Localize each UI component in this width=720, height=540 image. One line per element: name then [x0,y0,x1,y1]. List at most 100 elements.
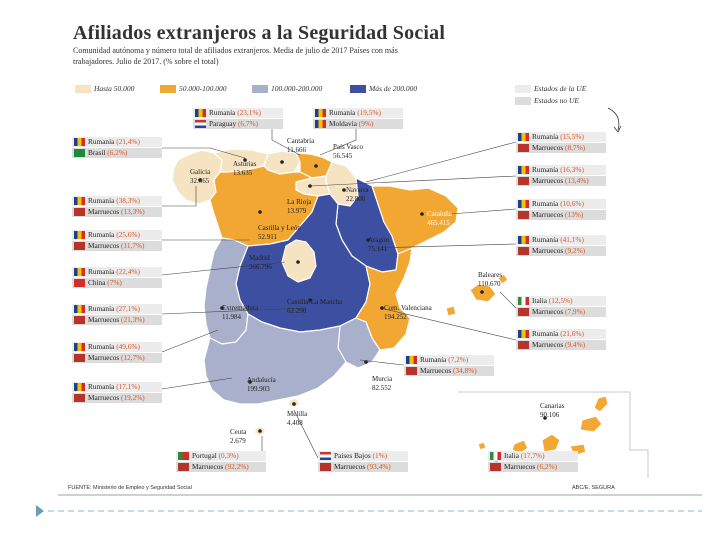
flag-icon [518,341,529,349]
box-canarias: Italia (17,7%) Marruecos (6,2%) [488,451,578,473]
flag-icon [74,197,85,205]
flag-icon [518,236,529,244]
box-row: Marruecos (19,2%) [72,393,162,403]
flag-icon [518,144,529,152]
box-row: Rumanía (38,3%) [72,196,162,206]
box-row: Moldavia (9%) [313,119,403,129]
box-pais-vasco: Rumanía (19,5%) Moldavia (9%) [313,108,403,130]
box-row: Rumanía (19,5%) [313,108,403,118]
flag-icon [320,463,331,471]
box-row: Marruecos (34,8%) [404,366,494,376]
flag-icon [490,452,501,460]
box-row: Rumanía (16,3%) [516,165,606,175]
label-canarias: Canarias 90.106 [540,402,565,419]
label-asturias: Asturias 13.635 [233,160,257,177]
flag-icon [518,297,529,305]
flag-icon [74,316,85,324]
box-row: Rumanía (41,1%) [516,235,606,245]
box-row: Rumanía (21,4%) [72,137,162,147]
box-row: Rumanía (22,4%) [72,267,162,277]
label-extremadura: Extremadura 11.984 [222,304,259,321]
play-icon[interactable] [36,505,44,517]
flag-icon [490,463,501,471]
box-row: Rumanía (27,1%) [72,304,162,314]
box-row: Brasil (6,2%) [72,148,162,158]
flag-icon [195,109,206,117]
region-cataluna [371,185,459,255]
box-row: Países Bajos (1%) [318,451,408,461]
box-row: Marruecos (12,7%) [72,353,162,363]
flag-icon [518,247,529,255]
flag-icon [74,394,85,402]
box-row: Marruecos (21,3%) [72,315,162,325]
flag-icon [74,354,85,362]
label-la-rioja: La Rioja 13.979 [287,198,312,215]
region-baleares [445,273,509,317]
box-row: Rumanía (7,2%) [404,355,494,365]
box-row: Rumanía (17,1%) [72,382,162,392]
flag-icon [406,356,417,364]
flag-icon [74,231,85,239]
box-row: China (7%) [72,278,162,288]
legend-swatch [515,97,531,105]
flag-icon [518,308,529,316]
legend-swatch [75,85,91,93]
box-melilla: Países Bajos (1%) Marruecos (93,4%) [318,451,408,473]
label-ceuta: Ceuta 2.679 [230,428,247,445]
flag-icon [178,463,189,471]
box-murcia: Rumanía (7,2%) Marruecos (34,8%) [404,355,494,377]
map-title: Afiliados extranjeros a la Seguridad Soc… [73,22,446,44]
label-baleares: Baleares 110.670 [478,271,503,288]
box-com-valenciana: Rumanía (21,6%) Marruecos (9,4%) [516,329,606,351]
box-asturias: Rumanía (21,4%) Brasil (6,2%) [72,137,162,159]
flag-icon [518,133,529,141]
box-row: Marruecos (9,4%) [516,340,606,350]
flag-icon [74,208,85,216]
flag-icon [74,383,85,391]
box-row: Rumanía (21,6%) [516,329,606,339]
box-cantabria: Rumanía (23,1%) Paraguay (6,7%) [193,108,283,130]
label-galicia: Galicia 32.665 [190,168,211,185]
label-pais-vasco: País Vasco 56.545 [333,143,364,160]
legend-arrow [607,107,620,131]
box-row: Portugal (0,3%) [176,451,266,461]
box-row: Italia (17,7%) [488,451,578,461]
box-row: Italia (12,5%) [516,296,606,306]
label-castilla-y-leon: Castilla y León 52.911 [258,224,301,241]
box-row: Rumanía (23,1%) [193,108,283,118]
label-castilla-la-mancha: Castilla-La Mancha 62.290 [287,298,343,315]
box-madrid: Rumanía (22,4%) China (7%) [72,267,162,289]
region-dots [198,158,547,433]
flag-icon [74,343,85,351]
box-row: Marruecos (6,2%) [488,462,578,472]
flag-icon [195,120,206,128]
legend-swatch [252,85,268,93]
flag-icon [320,452,331,460]
label-melilla: Melilla 4.408 [287,410,308,427]
label-cantabria: Cantabria 11.666 [287,137,315,154]
box-row: Marruecos (13,3%) [72,207,162,217]
flag-icon [518,177,529,185]
flag-icon [74,268,85,276]
box-ceuta: Portugal (0,3%) Marruecos (92,2%) [176,451,266,473]
box-aragon: Rumanía (41,1%) Marruecos (9,2%) [516,235,606,257]
box-extremadura: Rumanía (49,6%) Marruecos (12,7%) [72,342,162,364]
legend-arrow-head [613,125,622,133]
flag-icon [74,242,85,250]
box-navarra: Rumanía (15,5%) Marruecos (8,7%) [516,132,606,154]
legend-swatch [160,85,176,93]
flag-icon [518,211,529,219]
label-andalucia: Andalucía 199.903 [247,376,276,393]
flag-icon [518,166,529,174]
flag-icon [74,138,85,146]
flag-icon [406,367,417,375]
map-subtitle: Comunidad autónoma y número total de afi… [73,46,398,66]
label-madrid: Madrid 366.796 [249,254,272,271]
box-row: Marruecos (13%) [516,210,606,220]
box-row: Marruecos (13,4%) [516,176,606,186]
flag-icon [178,452,189,460]
box-cataluna: Rumanía (10,6%) Marruecos (13%) [516,199,606,221]
flag-icon [315,109,326,117]
box-row: Rumanía (25,6%) [72,230,162,240]
